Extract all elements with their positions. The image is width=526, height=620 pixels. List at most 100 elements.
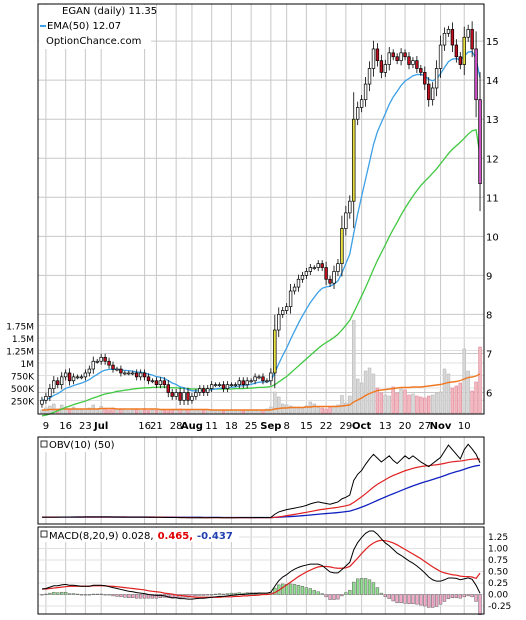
macd-histogram-bar (458, 594, 462, 599)
volume-bar (375, 387, 380, 414)
candle-body (419, 68, 423, 73)
candle-body (466, 29, 470, 38)
volume-bar (146, 410, 151, 414)
candle-body (363, 83, 368, 101)
macd-histogram-bar (395, 594, 399, 604)
candle-body (265, 380, 269, 383)
macd-histogram-bar (300, 585, 305, 595)
candle-body (209, 384, 214, 389)
volume-bar (454, 385, 459, 414)
candle-body (284, 306, 289, 311)
macd-histogram-bar (316, 591, 320, 595)
macd-histogram-bar (438, 594, 443, 605)
candle-body (241, 380, 245, 386)
candle-body (316, 263, 320, 268)
macd-histogram-bar (379, 592, 384, 595)
volume-bar (320, 407, 324, 414)
macd-histogram-bar (466, 594, 470, 597)
volume-bar (288, 405, 293, 414)
macd-histogram-bar (194, 594, 198, 597)
volume-bar (257, 410, 261, 414)
x-tick-label: 11 (205, 421, 218, 432)
volume-bar (253, 410, 257, 414)
candle-body (99, 356, 103, 362)
y-tick-label: 6 (486, 388, 492, 399)
volume-bar (265, 408, 269, 414)
volume-bar (371, 373, 376, 414)
volume-bar (241, 410, 245, 414)
candle-body (107, 360, 111, 366)
macd-histogram-bar (304, 587, 309, 595)
volume-bar (458, 382, 463, 414)
x-tick-label: 8 (283, 421, 289, 432)
macd-histogram-bar (127, 594, 131, 598)
volume-bar (328, 406, 332, 414)
macd-histogram-bar (52, 591, 56, 595)
volume-bar (206, 409, 210, 414)
volume-bar (123, 409, 127, 414)
price-panel-frame (37, 3, 485, 415)
macd-histogram-bar (332, 594, 336, 600)
y-tick-label: 7 (486, 349, 492, 360)
candle-body (71, 376, 76, 382)
macd-histogram-bar (123, 594, 127, 598)
candle-body (371, 48, 376, 69)
macd-histogram-bar (340, 594, 344, 597)
macd-histogram-bar (111, 594, 115, 597)
candle-body (257, 376, 261, 379)
candle-body (446, 29, 451, 34)
volume-bar (470, 390, 474, 414)
macd-histogram-bar (430, 594, 435, 608)
x-tick-label: 29 (339, 421, 352, 432)
macd-histogram-bar (91, 593, 95, 595)
candle-body (56, 380, 60, 386)
candle-body (111, 364, 115, 370)
candle-body (178, 392, 182, 401)
volume-bar (142, 409, 147, 414)
volume-bar (134, 409, 139, 414)
volume-tick-label: 750K (11, 373, 35, 383)
obv-legend-label: OBV(10) (50) (49, 440, 115, 451)
candle-body (423, 72, 427, 85)
macd-histogram-bar (383, 594, 387, 598)
volume-bar (245, 410, 249, 414)
candle-body (225, 384, 230, 389)
macd-histogram-bar (202, 594, 206, 596)
y-tick-label: 10 (486, 232, 499, 243)
ema50-line (41, 128, 481, 417)
macd-legend: MACD(8,20,9) 0.028, 0.465, -0.437 (49, 531, 233, 542)
macd-histogram-bar (233, 592, 238, 595)
volume-tick-label: 500K (11, 385, 35, 395)
macd-histogram-bar (450, 594, 455, 598)
candle-body (233, 384, 238, 387)
volume-bar (221, 410, 226, 414)
candle-body (324, 267, 328, 280)
volume-bar (190, 410, 194, 414)
volume-bar (71, 406, 76, 414)
volume-bar (127, 410, 131, 414)
candle-body (344, 212, 348, 229)
volume-bar (387, 395, 391, 414)
macd-histogram-bar (312, 590, 316, 595)
volume-bar (430, 394, 435, 414)
macd-histogram-bar (403, 594, 407, 604)
candle-body (478, 99, 482, 184)
x-tick-label: 13 (379, 421, 392, 432)
candle-body (383, 64, 388, 73)
volume-bar (103, 408, 107, 414)
macd-histogram-bar (336, 594, 340, 600)
macd-histogram-bar (288, 583, 293, 595)
volume-bar (249, 410, 253, 414)
candle-body (281, 310, 285, 315)
volume-bar (355, 378, 360, 414)
candle-body (213, 384, 218, 387)
macd-histogram-bar (83, 594, 88, 596)
candle-body (134, 372, 139, 378)
macd-histogram-bar (474, 594, 478, 602)
candle-body (206, 388, 210, 393)
candle-body (391, 52, 395, 58)
volume-bar (213, 410, 218, 414)
volume-bar (158, 409, 163, 414)
volume-bar (324, 408, 328, 414)
candle-body (450, 29, 455, 46)
